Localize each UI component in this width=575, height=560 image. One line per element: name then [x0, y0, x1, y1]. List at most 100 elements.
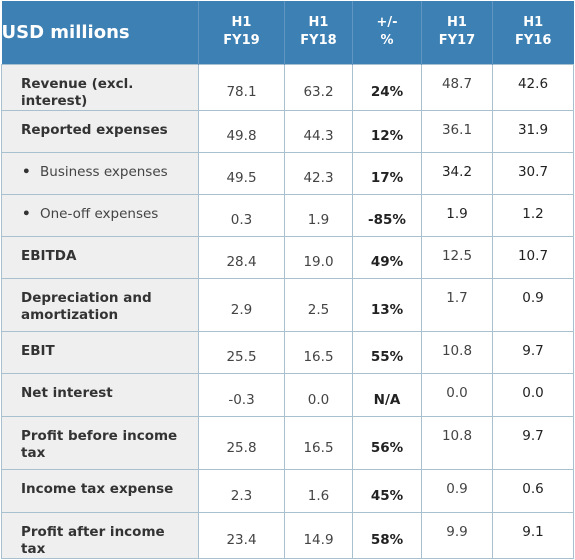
- row-label: EBIT: [1, 330, 199, 374]
- table-row: Net interest -0.3 0.0 N/A 0.0 0.0: [1, 372, 574, 417]
- cell-fy16: 42.6: [492, 63, 574, 111]
- cell-fy18: 16.5: [284, 330, 353, 374]
- cell-fy19: 25.8: [198, 415, 285, 470]
- cell-fy19: 2.9: [198, 277, 285, 332]
- row-label-sub: • Business expenses: [1, 151, 199, 195]
- cell-fy16: 9.7: [492, 415, 574, 470]
- column-header-line2: FY17: [438, 33, 476, 49]
- cell-fy18: 1.9: [284, 193, 353, 237]
- row-label: Net interest: [1, 372, 199, 417]
- row-label: Profit after income tax: [1, 511, 199, 559]
- cell-fy17: 34.2: [421, 151, 493, 195]
- cell-fy18: 2.5: [284, 277, 353, 332]
- cell-change: 24%: [352, 63, 422, 111]
- column-header-h1-fy19: H1 FY19: [198, 1, 285, 64]
- column-header-line1: +/-: [376, 15, 398, 31]
- column-header-h1-fy18: H1 FY18: [284, 1, 353, 64]
- cell-fy17: 0.9: [421, 468, 493, 513]
- row-label-text: One-off expenses: [40, 205, 159, 222]
- column-header-line1: H1: [447, 15, 467, 31]
- cell-fy16: 1.2: [492, 193, 574, 237]
- table-header-row: USD millions H1 FY19 H1 FY18 +/-% H1 FY17 H…: [1, 1, 574, 64]
- cell-fy18: 0.0: [284, 372, 353, 417]
- bullet-icon: •: [22, 163, 31, 180]
- cell-fy16: 0.6: [492, 468, 574, 513]
- cell-change: 45%: [352, 468, 422, 513]
- cell-fy19: 49.5: [198, 151, 285, 195]
- cell-fy17: 1.9: [421, 193, 493, 237]
- column-header-h1-fy17: H1 FY17: [421, 1, 493, 64]
- table-row: EBIT 25.5 16.5 55% 10.8 9.7: [1, 330, 574, 374]
- cell-fy18: 16.5: [284, 415, 353, 470]
- cell-change: 58%: [352, 511, 422, 559]
- column-header-line1: H1: [231, 15, 252, 31]
- cell-fy17: 36.1: [421, 109, 493, 153]
- table-row: Profit after income tax 23.4 14.9 58% 9.…: [1, 511, 574, 559]
- table-row: • Business expenses 49.5 42.3 17% 34.2 30…: [1, 151, 574, 195]
- cell-fy19: 0.3: [198, 193, 285, 237]
- cell-fy16: 0.0: [492, 372, 574, 417]
- cell-fy19: 49.8: [198, 109, 285, 153]
- cell-fy17: 10.8: [421, 415, 493, 470]
- cell-fy18: 44.3: [284, 109, 353, 153]
- cell-fy16: 10.7: [492, 235, 574, 279]
- table-row: Reported expenses 49.8 44.3 12% 36.1 31.…: [1, 109, 574, 153]
- cell-fy16: 9.1: [492, 511, 574, 559]
- row-label: Reported expenses: [1, 109, 199, 153]
- cell-fy16: 0.9: [492, 277, 574, 332]
- cell-fy17: 0.0: [421, 372, 493, 417]
- cell-fy19: 23.4: [198, 511, 285, 559]
- cell-fy18: 14.9: [284, 511, 353, 559]
- table-row: • One-off expenses 0.3 1.9 -85% 1.9 1.2: [1, 193, 574, 237]
- column-header-h1-fy16: H1 FY16: [492, 1, 574, 64]
- table-row: Depreciation and amortization 2.9 2.5 13…: [1, 277, 574, 332]
- row-label-sub: • One-off expenses: [1, 193, 199, 237]
- cell-fy17: 48.7: [421, 63, 493, 111]
- cell-fy17: 12.5: [421, 235, 493, 279]
- column-header-change: +/-%: [352, 1, 422, 64]
- column-header-line1: H1: [523, 15, 544, 31]
- table-row: Profit before income tax 25.8 16.5 56% 1…: [1, 415, 574, 470]
- cell-change: 13%: [352, 277, 422, 332]
- cell-fy19: 25.5: [198, 330, 285, 374]
- cell-fy17: 9.9: [421, 511, 493, 559]
- row-label: Revenue (excl. interest): [1, 63, 199, 111]
- table-row: EBITDA 28.4 19.0 49% 12.5 10.7: [1, 235, 574, 279]
- table-row: Income tax expense 2.3 1.6 45% 0.9 0.6: [1, 468, 574, 513]
- cell-fy17: 10.8: [421, 330, 493, 374]
- cell-change: 12%: [352, 109, 422, 153]
- row-label: Depreciation and amortization: [1, 277, 199, 332]
- bullet-icon: •: [22, 205, 31, 222]
- cell-fy18: 42.3: [284, 151, 353, 195]
- header-units-label: USD millions: [1, 1, 199, 64]
- column-header-line2: %: [380, 33, 394, 49]
- cell-fy19: 78.1: [198, 63, 285, 111]
- cell-fy19: -0.3: [198, 372, 285, 417]
- cell-fy18: 1.6: [284, 468, 353, 513]
- cell-fy19: 28.4: [198, 235, 285, 279]
- cell-fy19: 2.3: [198, 468, 285, 513]
- cell-fy16: 31.9: [492, 109, 574, 153]
- column-header-line2: FY18: [300, 33, 337, 49]
- cell-fy16: 30.7: [492, 151, 574, 195]
- cell-fy17: 1.7: [421, 277, 493, 332]
- cell-change: N/A: [352, 372, 422, 417]
- table-row: Revenue (excl. interest) 78.1 63.2 24% 4…: [1, 63, 574, 111]
- row-label: Income tax expense: [1, 468, 199, 513]
- column-header-line2: FY19: [223, 33, 260, 49]
- cell-change: 17%: [352, 151, 422, 195]
- cell-change: -85%: [352, 193, 422, 237]
- cell-change: 55%: [352, 330, 422, 374]
- column-header-line1: H1: [308, 15, 329, 31]
- cell-fy18: 63.2: [284, 63, 353, 111]
- cell-change: 56%: [352, 415, 422, 470]
- cell-fy18: 19.0: [284, 235, 353, 279]
- row-label-text: Business expenses: [40, 163, 168, 180]
- row-label: Profit before income tax: [1, 415, 199, 470]
- row-label: EBITDA: [1, 235, 199, 279]
- column-header-line2: FY16: [515, 33, 552, 49]
- cell-change: 49%: [352, 235, 422, 279]
- cell-fy16: 9.7: [492, 330, 574, 374]
